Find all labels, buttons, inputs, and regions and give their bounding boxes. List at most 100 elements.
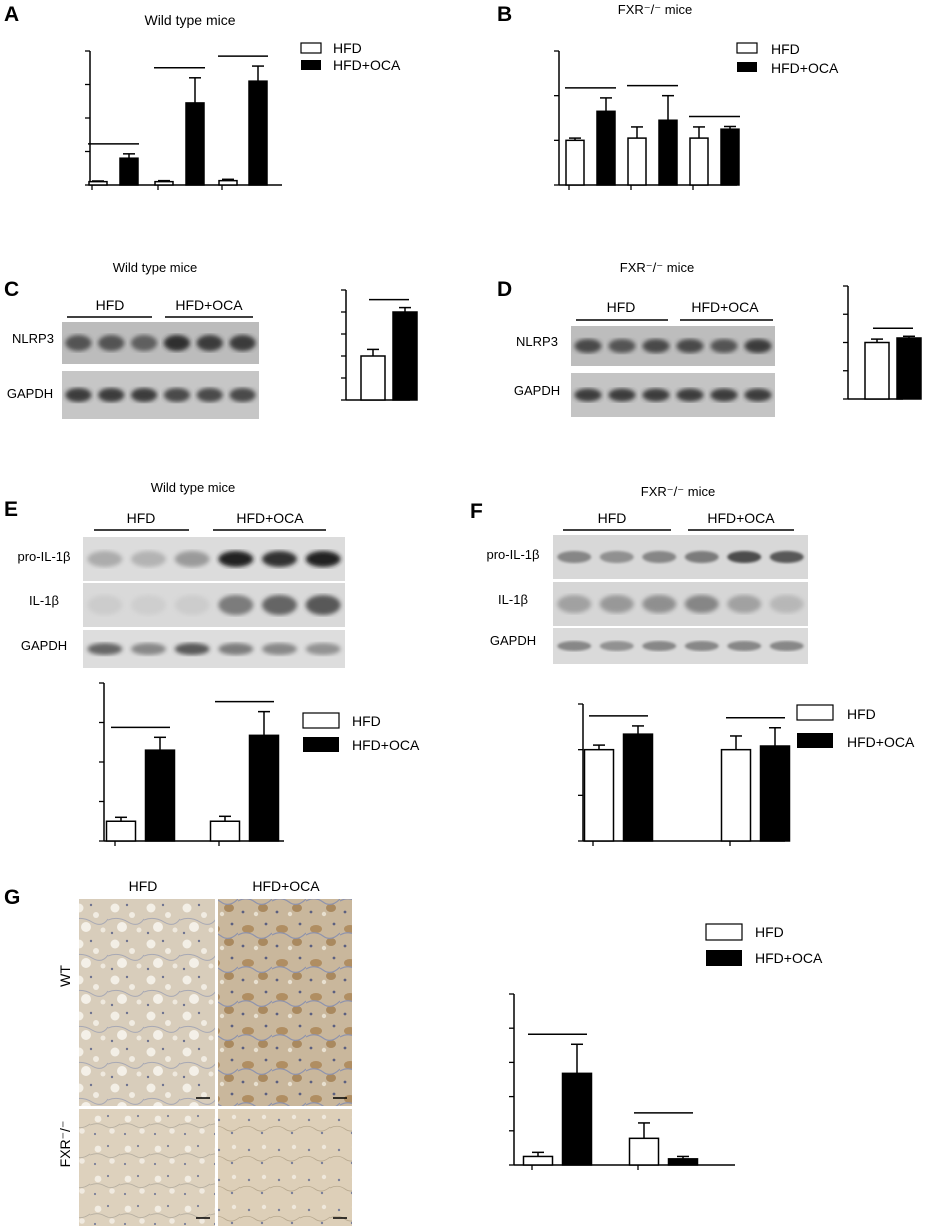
blot-row-label: GAPDH — [490, 633, 536, 648]
blot-band — [130, 388, 158, 402]
legend-swatch-hfd — [705, 923, 743, 941]
blot-band — [87, 551, 123, 567]
blot-band — [744, 388, 772, 402]
blot-membrane — [62, 322, 259, 364]
blot-group-hfd: HFD — [607, 299, 636, 315]
blot-band — [305, 551, 341, 567]
chart-A — [85, 50, 282, 190]
blot-band — [305, 595, 341, 615]
legend-label-hfd: HFD — [771, 41, 800, 57]
blot-title-D: FXR⁻/⁻ mice — [620, 260, 694, 275]
blot-band — [769, 595, 804, 613]
blot-row-label: pro-IL-1β — [487, 547, 540, 562]
membrane-background — [83, 583, 345, 627]
panel-letter-G: G — [4, 886, 20, 909]
blot-membrane — [553, 628, 808, 664]
blot-row-label: GAPDH — [21, 638, 67, 653]
chart-title-A: Wild type mice — [144, 12, 235, 28]
bar-oca — [596, 110, 616, 186]
chart-D — [843, 285, 922, 400]
bar-oca — [759, 745, 791, 842]
legend-label-oca: HFD+OCA — [352, 737, 420, 753]
membrane-background — [571, 373, 775, 417]
bar-oca — [248, 80, 268, 186]
panel-A: A Wild type mice HFD HFD+OCA — [4, 3, 401, 73]
blot-group-oca: HFD+OCA — [707, 510, 775, 526]
legend-swatch-oca — [706, 950, 742, 966]
blot-band — [218, 643, 254, 655]
blot-band — [218, 595, 254, 615]
blot-band — [684, 551, 719, 563]
bar-oca — [248, 734, 280, 842]
blot-band — [131, 551, 166, 567]
blot-group-hfd: HFD — [598, 510, 627, 526]
legend-E: HFD HFD+OCA — [302, 712, 420, 753]
membrane-background — [62, 371, 259, 419]
blot-band — [769, 641, 804, 651]
bar-oca — [561, 1072, 593, 1166]
blot-band — [676, 339, 704, 353]
blot-band — [744, 339, 772, 353]
bar-hfd — [627, 137, 647, 186]
blot-band — [599, 595, 634, 613]
blot-group-oca: HFD+OCA — [236, 510, 304, 526]
legend-label-hfd: HFD — [333, 40, 362, 56]
blot-band — [727, 595, 762, 613]
blot-band — [163, 335, 191, 351]
chart-G — [509, 993, 735, 1170]
blot-band — [574, 388, 602, 402]
membrane-background — [83, 630, 345, 668]
blot-band — [131, 643, 166, 655]
legend-F: HFD HFD+OCA — [796, 704, 915, 750]
blot-group-hfd: HFD — [96, 297, 125, 313]
membrane-background — [553, 628, 808, 664]
bar-hfd — [864, 341, 890, 400]
bar-hfd — [565, 139, 585, 186]
legend-swatch-hfd — [302, 712, 340, 729]
legend-swatch-hfd — [300, 42, 322, 54]
blot-band — [642, 641, 677, 651]
legend-label-oca: HFD+OCA — [771, 60, 839, 76]
bar-hfd — [628, 1137, 660, 1166]
legend-A: HFD HFD+OCA — [300, 40, 401, 73]
bar-oca — [185, 102, 205, 186]
histology-col-label: HFD+OCA — [252, 878, 320, 894]
blot-band — [599, 551, 634, 563]
blot-band — [262, 551, 297, 567]
legend-swatch-oca — [737, 62, 757, 72]
bar-oca — [119, 157, 139, 186]
blot-band — [65, 388, 92, 402]
legend-label-hfd: HFD — [755, 924, 784, 940]
bar-oca — [392, 311, 418, 401]
bar-hfd — [360, 355, 386, 401]
blot-group-oca: HFD+OCA — [175, 297, 243, 313]
chart-B — [554, 50, 740, 190]
panel-letter-D: D — [497, 278, 512, 301]
histology-col-label: HFD — [129, 878, 158, 894]
legend-label-hfd: HFD — [352, 713, 381, 729]
blot-band — [574, 339, 602, 353]
blot-band — [642, 388, 670, 402]
blot-band — [98, 335, 125, 351]
blot-row-label: GAPDH — [7, 386, 53, 401]
chart-C — [341, 289, 418, 401]
histology-row-label: WT — [57, 965, 73, 987]
panel-letter-E: E — [4, 498, 18, 521]
blot-band — [684, 595, 719, 613]
legend-swatch-oca — [303, 737, 339, 752]
blot-band — [710, 388, 738, 402]
bar-hfd — [105, 820, 137, 842]
blot-band — [163, 388, 191, 402]
legend-swatch-oca — [301, 60, 321, 70]
bar-hfd — [689, 137, 709, 186]
blot-band — [642, 595, 677, 613]
histology-image-fxr-hfd — [79, 1109, 215, 1226]
histology-image-fxr-oca — [218, 1109, 352, 1226]
blot-group-oca: HFD+OCA — [691, 299, 759, 315]
bar-oca — [658, 119, 678, 186]
blot-membrane — [571, 373, 775, 417]
panel-D-blot: D FXR⁻/⁻ mice HFD HFD+OCA NLRP3 GAPDH — [497, 260, 775, 417]
legend-label-oca: HFD+OCA — [333, 57, 401, 73]
panel-F-blot: F FXR⁻/⁻ mice HFD HFD+OCA pro-IL-1β IL-1… — [470, 484, 808, 664]
blot-membrane — [553, 582, 808, 626]
